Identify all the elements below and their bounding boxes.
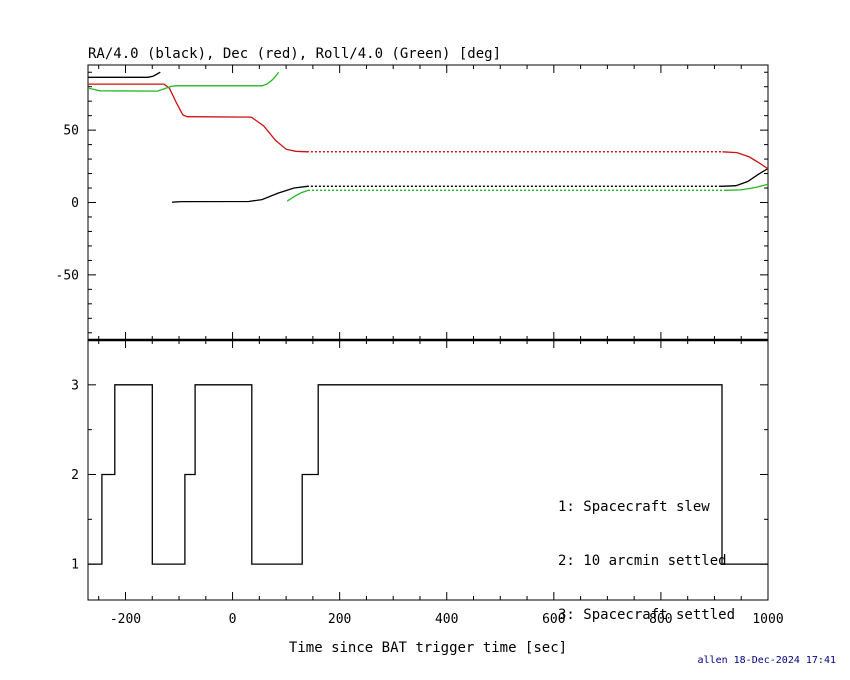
x-tick-label: 800 (649, 612, 672, 627)
x-tick-label: 400 (435, 612, 458, 627)
x-tick-label: -200 (110, 612, 141, 627)
y-tick-label: 50 (63, 124, 79, 139)
credit-timestamp: allen 18-Dec-2024 17:41 (697, 655, 836, 666)
x-tick-label: 0 (229, 612, 237, 627)
roll-4-0-series-segment (724, 183, 769, 191)
state-legend: 1: Spacecraft slew 2: 10 arcmin settled … (558, 462, 735, 660)
roll-4-0-series-segment (87, 71, 280, 92)
dec-series-segment (722, 151, 769, 170)
roll-4-0-series-segment (286, 189, 309, 202)
y-tick-label: 1 (71, 558, 79, 573)
panel-attitude: 50 0 -50 (56, 64, 769, 341)
ra-4-0-series-segment (720, 167, 769, 187)
dec-series-segment (88, 83, 308, 153)
y-tick-label: 0 (71, 196, 79, 211)
state-series-segment (88, 384, 768, 565)
legend-line-settled: 3: Spacecraft settled (558, 607, 736, 623)
ra-4-0-series-segment (88, 71, 161, 78)
y-tick-label: 2 (71, 468, 79, 483)
x-tick-label: 200 (328, 612, 351, 627)
plot-title: RA/4.0 (black), Dec (red), Roll/4.0 (Gre… (88, 46, 502, 62)
x-axis-label: Time since BAT trigger time [sec] (288, 640, 568, 656)
y-tick-label: 3 (71, 378, 79, 393)
x-tick-label: 1000 (752, 612, 783, 627)
ra-4-0-series-segment (172, 185, 308, 203)
legend-line-slew: 1: Spacecraft slew (558, 499, 710, 515)
y-tick-label: -50 (56, 268, 79, 283)
legend-line-10arcmin: 2: 10 arcmin settled (558, 553, 727, 569)
x-tick-label: 600 (542, 612, 565, 627)
panel-frame (87, 64, 769, 341)
